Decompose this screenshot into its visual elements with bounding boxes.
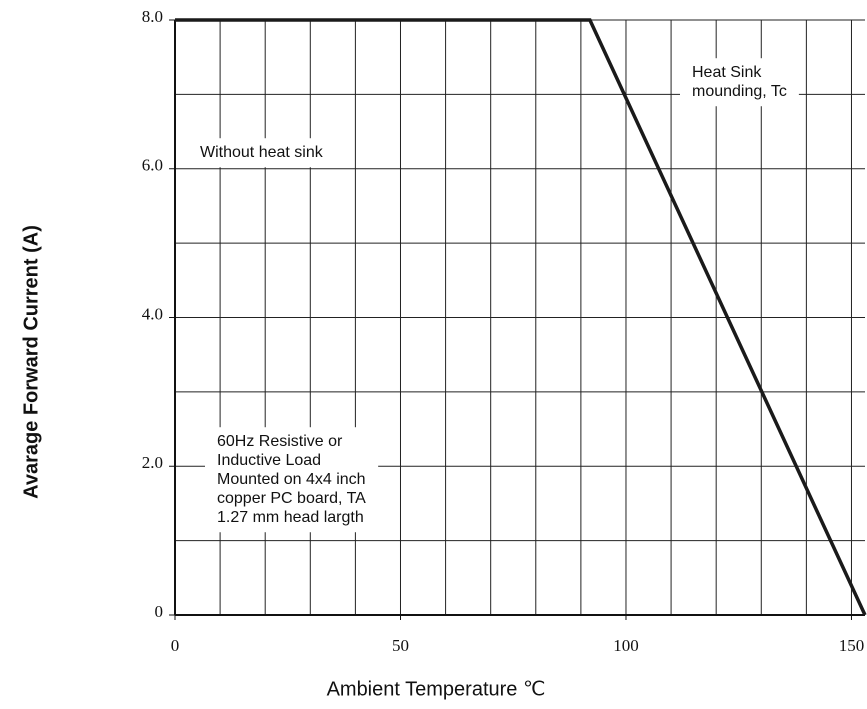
x-tick-label: 100 [613,636,639,655]
y-axis-label: Avarage Forward Current (A) [20,225,42,499]
annotation-text: copper PC board, TA [217,490,366,507]
annotation-text: 1.27 mm head largth [217,509,364,526]
x-tick-label: 50 [392,636,409,655]
y-tick-label: 6.0 [142,156,163,175]
x-axis-label: Ambient Temperature ℃ [327,678,546,700]
y-tick-label: 0 [155,602,164,621]
curve [175,18,867,616]
annotation-text: 60Hz Resistive or [217,433,343,450]
annotation-text: Heat Sink [692,64,762,81]
annotation-bg [205,427,379,533]
x-tick-label: 150 [839,636,865,655]
annotation: Without heat sink [188,138,336,168]
annotation-text: mounding, Tc [692,83,787,100]
annotation: Heat Sink mounding, Tc [680,58,799,107]
y-tick-label: 2.0 [142,453,163,472]
x-tick-label: 0 [171,636,180,655]
annotation-text: Mounted on 4x4 inch [217,471,366,488]
annotation: 60Hz Resistive or Inductive Load Mounted o… [205,427,379,533]
y-tick-label: 4.0 [142,304,163,323]
annotation-text: Inductive Load [217,452,321,469]
annotation-bg [680,58,799,107]
annotation-text: Without heat sink [200,144,324,161]
y-tick-label: 8.0 [142,7,163,26]
annotation-bg [188,138,336,168]
